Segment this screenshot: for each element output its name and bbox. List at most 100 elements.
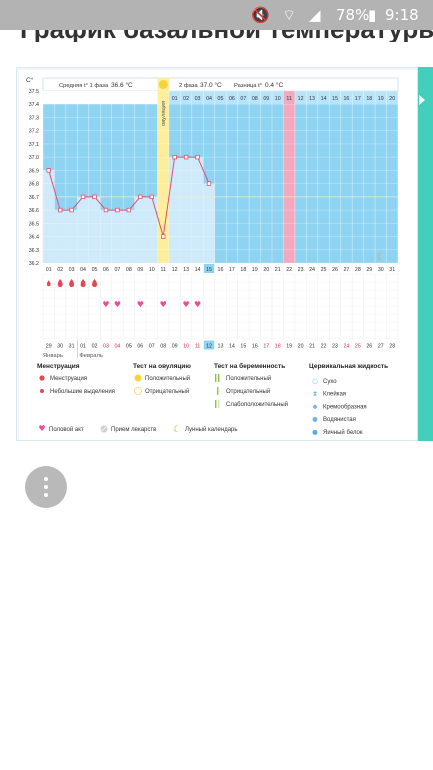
calendar-date-label: 06 xyxy=(137,344,143,350)
cycle-day-label: 05 xyxy=(92,267,98,273)
phase2-day-label: 12 xyxy=(298,96,304,102)
cycle-day-label: 01 xyxy=(46,267,52,273)
temperature-point xyxy=(161,234,166,239)
legend-pr-weak: Слабоположительный xyxy=(226,401,288,408)
phase2-day-label: 03 xyxy=(195,96,201,102)
y-tick-label: 37.1 xyxy=(29,142,39,148)
y-tick-label: 36.9 xyxy=(29,168,39,174)
temperature-point xyxy=(183,154,189,160)
status-bar: 🔇 ⌔ ◢ 78% ▮ 9:18 xyxy=(0,0,433,30)
calendar-date-label: 05 xyxy=(126,344,132,350)
calendar-date-label: 19 xyxy=(286,344,292,350)
cycle-day-label: 17 xyxy=(229,267,235,273)
calendar-date-label: 13 xyxy=(218,344,224,350)
phase2-day-label: 04 xyxy=(206,96,212,102)
legend-title-pregnancy: Тест на беременность xyxy=(214,362,285,370)
bbt-chart-card[interactable]: Средняя t° 1 фаза 36.6 °C 2 фаза 37.0 °C Раз… xyxy=(16,67,418,441)
calendar-date-row xyxy=(43,340,398,350)
small-drop-icon xyxy=(40,389,44,393)
calendar-date-label: 30 xyxy=(57,344,63,350)
cycle-day-label: 19 xyxy=(252,267,258,273)
cycle-day-label: 02 xyxy=(57,267,63,273)
temperature-point xyxy=(195,154,200,160)
next-chart-handle[interactable] xyxy=(418,67,433,441)
heart-icon: ♥ xyxy=(160,300,167,309)
period-drop-icon xyxy=(80,279,86,287)
phase2-day-label: 10 xyxy=(275,96,281,102)
calendar-date-label: 23 xyxy=(332,344,338,350)
events-area xyxy=(43,274,398,340)
month-label-january: Январь xyxy=(43,353,63,359)
cycle-day-label: 16 xyxy=(218,267,224,273)
diff-label: Разница t° xyxy=(234,83,262,89)
legend-cf-dry: Сухо xyxy=(323,379,337,385)
cycle-day-row xyxy=(43,263,398,274)
heart-icon: ♥ xyxy=(114,300,121,309)
highlight-column xyxy=(283,91,295,263)
page-title: График базальной температуры xyxy=(20,30,433,42)
cycle-day-label: 20 xyxy=(263,267,269,273)
arrow-right-icon xyxy=(419,95,425,105)
dot-icon xyxy=(44,477,48,481)
calendar-date-label: 03 xyxy=(103,344,109,350)
temperature-point xyxy=(103,207,109,213)
more-options-button[interactable] xyxy=(25,466,67,508)
calendar-date-label: 22 xyxy=(321,344,327,350)
temperature-point xyxy=(126,207,132,213)
calendar-date-label: 25 xyxy=(355,344,361,350)
y-unit-label: C° xyxy=(26,76,34,84)
legend-cf-creamy: Кремообразная xyxy=(323,404,367,410)
calendar-date-label: 16 xyxy=(252,344,258,350)
legend-title-ovulation: Тест на овуляцию xyxy=(133,363,191,370)
phase1-label: Средняя t° 1 фаза xyxy=(59,83,109,89)
y-tick-label: 37.3 xyxy=(29,115,39,121)
cycle-day-label: 21 xyxy=(275,267,281,273)
diff-value: 0.4 °C xyxy=(265,81,283,89)
cervical-fluid-icon: ○ xyxy=(312,377,318,385)
cycle-day-label: 04 xyxy=(80,267,86,273)
y-tick-label: 36.4 xyxy=(29,235,39,241)
phase2-day-label: 19 xyxy=(378,96,384,102)
heart-icon: ♥ xyxy=(102,300,109,309)
pregnancy-weak-icon xyxy=(215,400,217,408)
phase2-day-label: 13 xyxy=(309,96,315,102)
y-tick-label: 37.0 xyxy=(29,155,39,161)
cycle-day-label: 31 xyxy=(389,267,395,273)
period-drop-icon xyxy=(69,279,75,287)
calendar-date-label: 14 xyxy=(229,344,235,350)
y-tick-label: 36.6 xyxy=(29,208,39,214)
temperature-point xyxy=(57,207,63,213)
cycle-day-label: 29 xyxy=(366,267,372,273)
phase2-day-label: 05 xyxy=(218,96,224,102)
cycle-day-label: 08 xyxy=(126,267,132,273)
cycle-day-label: 11 xyxy=(160,267,166,273)
cycle-day-label: 27 xyxy=(343,267,349,273)
period-drop-icon xyxy=(92,279,97,287)
cycle-day-label: 10 xyxy=(149,267,155,273)
cycle-day-label: 15 xyxy=(206,267,212,273)
phase2-day-label: 20 xyxy=(389,96,395,102)
phase2-day-label: 14 xyxy=(321,96,327,102)
pregnancy-positive-icon xyxy=(218,374,220,382)
current-date-highlight xyxy=(203,340,215,350)
calendar-date-label: 04 xyxy=(114,344,120,350)
legend-cf-eggwhite: Яичный белок xyxy=(323,429,363,436)
y-tick-label: 36.8 xyxy=(29,182,39,188)
cervical-fluid-icon: ● xyxy=(312,428,318,436)
calendar-date-label: 21 xyxy=(309,344,315,350)
legend-ov-negative: Отрицательный xyxy=(145,388,189,395)
temp-fill-bar xyxy=(88,196,101,264)
legend-title-menstruation: Менструация xyxy=(37,363,80,370)
signal-icon: ◢ xyxy=(309,6,321,24)
drop-icon xyxy=(39,375,45,381)
phase2-day-label: 11 xyxy=(286,96,292,102)
calendar-date-label: 10 xyxy=(183,344,189,350)
calendar-date-label: 27 xyxy=(378,344,384,350)
heart-icon: ♥ xyxy=(194,300,201,309)
cycle-day-label: 12 xyxy=(172,267,178,273)
legend-lunar: Лунный календарь xyxy=(185,426,238,433)
calendar-date-label: 11 xyxy=(195,344,201,350)
legend-medication: Прием лекарств xyxy=(111,427,156,433)
phase2-day-label: 09 xyxy=(263,96,269,102)
y-tick-label: 36.5 xyxy=(29,221,39,227)
